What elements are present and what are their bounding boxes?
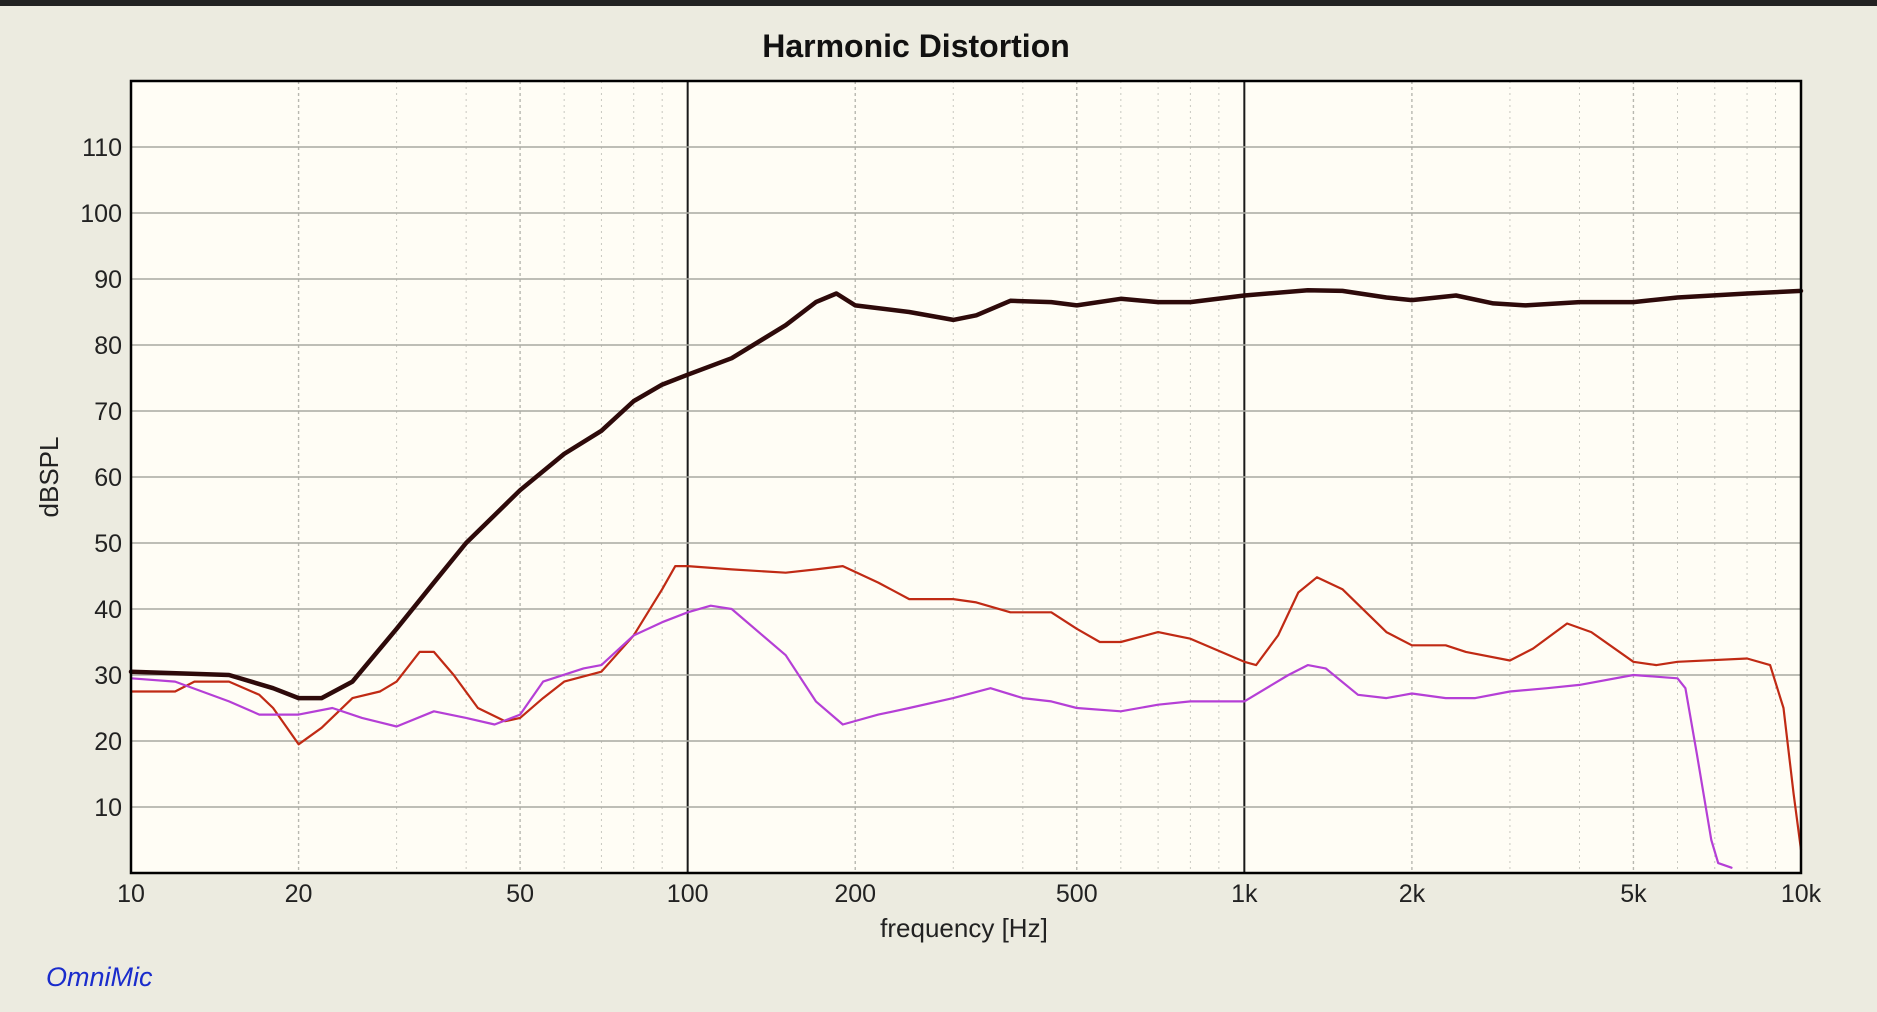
y-tick-label: 100 [80, 200, 122, 228]
y-tick-label: 40 [94, 596, 122, 624]
series-line-3 [129, 604, 1733, 869]
window-top-bar [0, 0, 1877, 6]
x-tick-label: 1k [1231, 880, 1258, 908]
y-tick-label: 30 [94, 662, 122, 690]
series-line-1 [128, 287, 1804, 701]
y-axis-label: dBSPL [34, 437, 64, 518]
x-tick-label: 20 [285, 880, 313, 908]
y-tick-label: 50 [94, 530, 122, 558]
series-line-2 [129, 564, 1803, 852]
x-tick-label: 200 [834, 880, 876, 908]
omnimic-brand-label: OmniMic [46, 962, 153, 992]
x-axis-label: frequency [Hz] [880, 913, 1048, 943]
y-tick-label: 70 [94, 398, 122, 426]
x-tick-label: 10 [117, 880, 145, 908]
x-tick-label: 2k [1399, 880, 1426, 908]
y-tick-labels: 10 20 30 40 50 60 70 80 90 100 110 [80, 134, 122, 822]
x-tick-label: 10k [1781, 880, 1822, 908]
y-tick-label: 20 [94, 728, 122, 756]
y-tick-label: 80 [94, 332, 122, 360]
x-tick-label: 100 [667, 880, 709, 908]
x-tick-labels: 10 20 50 100 200 500 1k 2k 5k 10k [117, 880, 1822, 908]
series-layer [128, 287, 1804, 869]
x-tick-label: 5k [1620, 880, 1647, 908]
y-tick-label: 90 [94, 266, 122, 294]
y-tick-label: 10 [94, 794, 122, 822]
grid-lines [131, 81, 1801, 873]
chart-title: Harmonic Distortion [762, 28, 1070, 64]
plot-frame [129, 79, 1803, 875]
y-tick-label: 60 [94, 464, 122, 492]
y-tick-label: 110 [82, 134, 122, 162]
x-tick-label: 50 [506, 880, 534, 908]
x-tick-label: 500 [1056, 880, 1098, 908]
